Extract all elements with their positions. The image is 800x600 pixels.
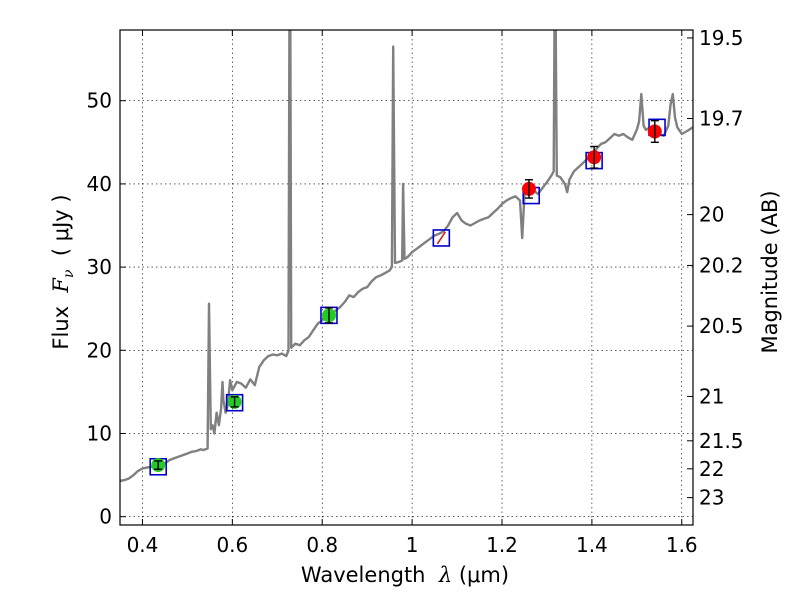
square-marker <box>432 229 451 247</box>
magnitude-tick-label: 21.5 <box>699 429 744 453</box>
marker-layer <box>149 118 666 476</box>
x-tick-label: 0.6 <box>216 533 248 557</box>
x-tick-label: 1.4 <box>576 533 608 557</box>
tick-marks <box>120 30 693 525</box>
x-tick-label: 0.8 <box>306 533 338 557</box>
y-tick-labels: 0 10 20 30 40 50 <box>87 89 112 529</box>
x-tick-label: 0.4 <box>127 533 159 557</box>
y-tick-label: 30 <box>87 255 112 279</box>
x-axis-label: Wavelength λ (μm) <box>301 563 509 587</box>
magnitude-tick-label: 21 <box>699 384 724 408</box>
y-tick-label: 40 <box>87 172 112 196</box>
plot-frame <box>119 29 694 526</box>
x-tick-label: 1.6 <box>666 533 698 557</box>
y-tick-label: 20 <box>87 338 112 362</box>
x-tick-label: 1 <box>406 533 419 557</box>
spectrum-line <box>120 30 693 483</box>
y2-axis-label: Magnitude (AB) <box>758 190 782 353</box>
magnitude-tick-label: 20.2 <box>699 253 744 277</box>
magnitude-tick-label: 22 <box>699 457 724 481</box>
magnitude-tick-labels: 19.5 19.7 20 20.2 20.5 21 21.5 22 23 <box>699 26 744 510</box>
magnitude-tick-label: 20.5 <box>699 314 744 338</box>
y-tick-label: 50 <box>87 89 112 113</box>
magnitude-tick-label: 19.5 <box>699 26 744 50</box>
spectrum-layer <box>120 30 693 483</box>
y-tick-label: 10 <box>87 421 112 445</box>
upper-limit-marker <box>436 231 446 245</box>
y-axis-label: Flux Fν ( μJy ) <box>49 194 77 349</box>
magnitude-tick-label: 19.7 <box>699 106 744 130</box>
square-marker <box>225 393 244 412</box>
magnitude-tick-label: 23 <box>699 486 724 510</box>
y-tick-label: 0 <box>99 505 112 529</box>
x-tick-labels: 0.4 0.6 0.8 1 1.2 1.4 1.6 <box>127 533 698 557</box>
x-tick-label: 1.2 <box>486 533 518 557</box>
grid-lines <box>120 30 693 525</box>
magnitude-tick-label: 20 <box>699 203 724 227</box>
